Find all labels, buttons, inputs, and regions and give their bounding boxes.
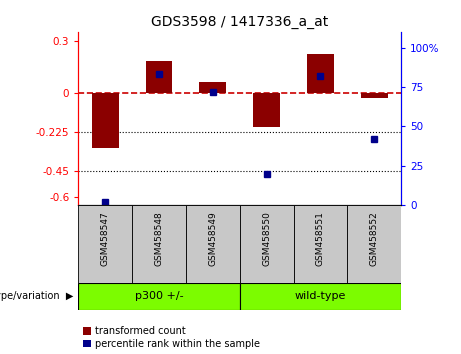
Bar: [240, 283, 401, 310]
Bar: [186, 205, 240, 283]
Title: GDS3598 / 1417336_a_at: GDS3598 / 1417336_a_at: [151, 16, 328, 29]
Bar: [92, 93, 118, 148]
Text: GSM458551: GSM458551: [316, 212, 325, 267]
Bar: [240, 205, 294, 283]
Text: p300 +/-: p300 +/-: [135, 291, 183, 302]
Bar: [78, 283, 240, 310]
Bar: [199, 82, 226, 93]
Text: GSM458548: GSM458548: [154, 212, 164, 266]
Bar: [361, 93, 388, 98]
Text: GSM458549: GSM458549: [208, 212, 217, 266]
Bar: [78, 205, 132, 283]
Bar: [307, 55, 334, 93]
Legend: transformed count, percentile rank within the sample: transformed count, percentile rank withi…: [83, 326, 260, 349]
Bar: [146, 61, 172, 93]
Bar: [294, 205, 347, 283]
Bar: [347, 205, 401, 283]
Bar: [253, 93, 280, 127]
Text: genotype/variation  ▶: genotype/variation ▶: [0, 291, 74, 302]
Text: GSM458552: GSM458552: [370, 212, 378, 266]
Text: GSM458550: GSM458550: [262, 212, 271, 267]
Text: wild-type: wild-type: [295, 291, 346, 302]
Bar: [132, 205, 186, 283]
Text: GSM458547: GSM458547: [101, 212, 110, 266]
